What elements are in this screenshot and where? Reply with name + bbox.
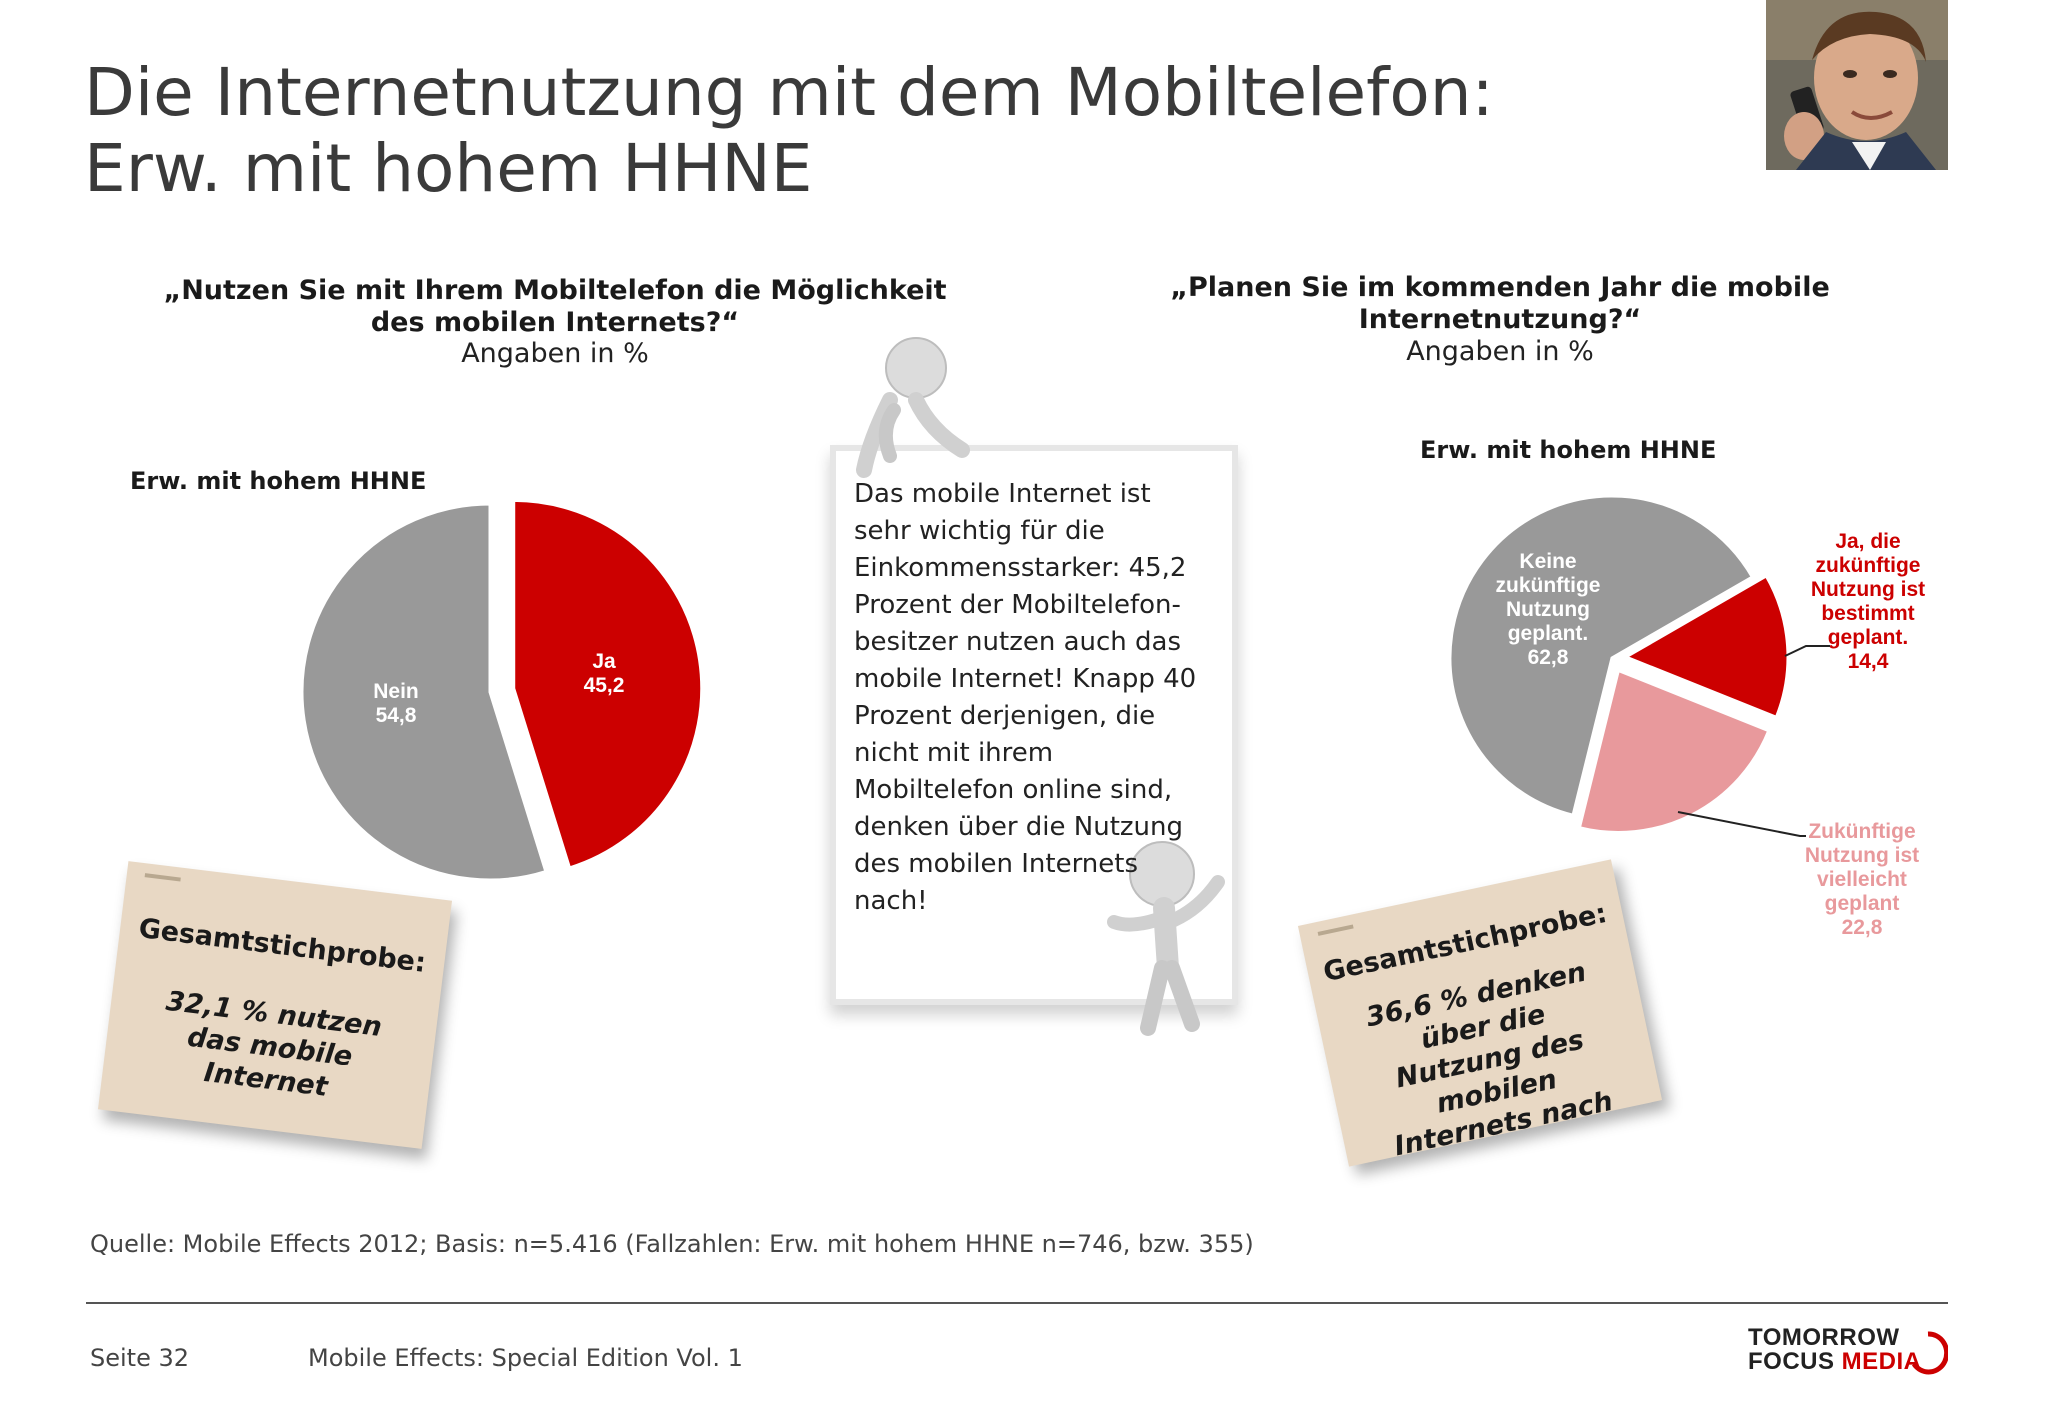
- pie-chart-right: Ja, die zukünftige Nutzung ist bestimmt gepl…: [1448, 494, 1925, 939]
- edition-label: Mobile Effects: Special Edition Vol. 1: [308, 1344, 743, 1372]
- pie-chart-left: Ja 45,2 Nein 54,8: [300, 498, 704, 882]
- leader-line-1: [1677, 811, 1806, 837]
- pie-label-2: Keine zukünftige Nutzung geplant. 62,8: [1496, 550, 1601, 669]
- pie-slice-0: [512, 498, 704, 870]
- left-chart-subtitle: Erw. mit hohem HHNE: [130, 467, 427, 495]
- logo-focus: FOCUS: [1748, 1348, 1835, 1375]
- total-sample-card-left: Gesamtstichprobe: 32,1 % nutzen das mobi…: [97, 861, 453, 1149]
- left-unit-label: Angaben in %: [461, 338, 649, 369]
- right-question: „Planen Sie im kommenden Jahr die mobile…: [1170, 272, 1830, 335]
- man-with-phone-photo: [1766, 0, 1948, 170]
- title-line-2: Erw. mit hohem HHNE: [84, 130, 813, 207]
- logo-ring-icon: [1911, 1331, 1948, 1375]
- stick-figure-bottom-icon: [1107, 841, 1225, 1036]
- pie-slice-1: [300, 502, 548, 882]
- card-left-heading: Gesamtstichprobe:: [136, 912, 428, 979]
- tomorrow-focus-media-logo: TOMORROW FOCUS MEDIA: [1748, 1326, 1948, 1378]
- card-mark: [1317, 924, 1354, 936]
- pie-label-1: Nein 54,8: [373, 680, 419, 727]
- title-line-1: Die Internetnutzung mit dem Mobiltelefon…: [84, 54, 1494, 131]
- note-text: Das mobile Internet ist sehr wichtig für…: [854, 479, 1197, 916]
- pie-label-1: Zukünftige Nutzung ist vielleicht geplant 22…: [1805, 820, 1919, 939]
- pie-leader-lines: [1677, 645, 1830, 837]
- pie-slice-2: [1448, 494, 1755, 818]
- pie-slice-0: [1622, 573, 1790, 720]
- source-note: Quelle: Mobile Effects 2012; Basis: n=5.…: [90, 1230, 1254, 1258]
- pie-label-0: Ja, die zukünftige Nutzung ist bestimmt gepl…: [1811, 530, 1925, 673]
- page-number: Seite 32: [90, 1344, 190, 1372]
- card-left-body: 32,1 % nutzen das mobile Internet: [164, 985, 384, 1103]
- logo-line-2: FOCUS MEDIA: [1748, 1350, 1948, 1374]
- stick-figure-top-icon: [856, 337, 970, 478]
- logo-line-1: TOMORROW: [1748, 1324, 1900, 1351]
- page-title: Die Internetnutzung mit dem Mobiltelefon…: [84, 55, 1684, 207]
- card-mark: [144, 873, 181, 882]
- right-chart-subtitle: Erw. mit hohem HHNE: [1420, 436, 1717, 464]
- right-unit-label: Angaben in %: [1406, 336, 1594, 367]
- leader-line-0: [1784, 645, 1830, 657]
- left-question: „Nutzen Sie mit Ihrem Mobiltelefon die M…: [163, 275, 947, 338]
- logo-media: MEDIA: [1841, 1348, 1922, 1375]
- pie-label-0: Ja 45,2: [584, 650, 625, 697]
- footer-divider: [86, 1302, 1948, 1304]
